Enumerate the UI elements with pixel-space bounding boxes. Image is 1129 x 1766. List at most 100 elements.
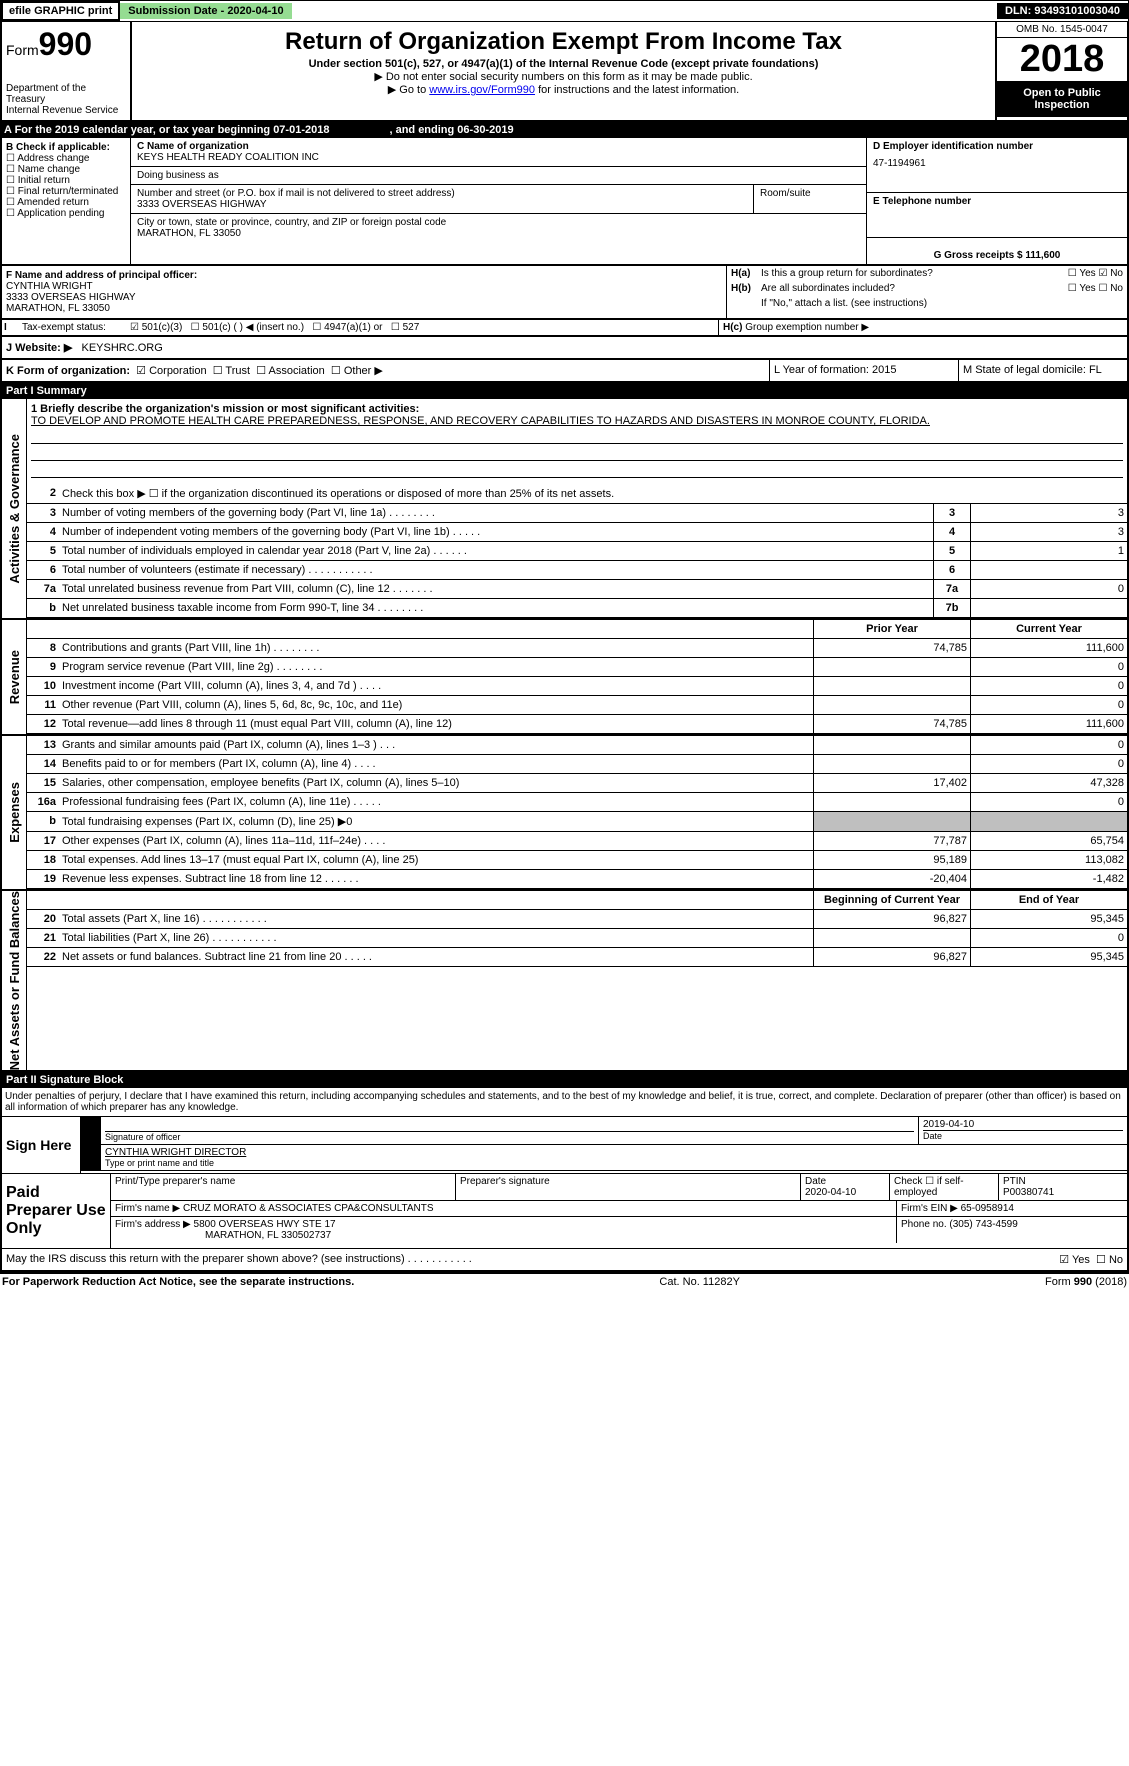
check-amended[interactable]: Amended return [6,197,89,208]
website-value: KEYSHRC.ORG [82,342,163,354]
officer-name: CYNTHIA WRIGHT [6,281,93,292]
fin-line: 14Benefits paid to or for members (Part … [27,755,1127,774]
dept-irs: Internal Revenue Service [6,105,126,116]
fin-line: 8Contributions and grants (Part VIII, li… [27,639,1127,658]
fin-line: bTotal fundraising expenses (Part IX, co… [27,812,1127,832]
tab-netassets: Net Assets or Fund Balances [7,891,22,1070]
efile-label: efile GRAPHIC print [1,1,120,21]
dept-treasury: Department of the Treasury [6,83,126,105]
form-subtitle: Under section 501(c), 527, or 4947(a)(1)… [136,58,991,70]
sig-name-label: Type or print name and title [105,1158,1123,1168]
sig-date: 2019-04-10 [923,1119,1123,1130]
part1-header: Part I Summary [0,383,1129,399]
fin-line: 11Other revenue (Part VIII, column (A), … [27,696,1127,715]
org-name-label: C Name of organization [137,141,860,152]
current-year-header: Current Year [970,620,1127,638]
paid-preparer-label: Paid Preparer Use Only [2,1174,111,1248]
fin-line: 17Other expenses (Part IX, column (A), l… [27,832,1127,851]
street-label: Number and street (or P.O. box if mail i… [137,188,747,199]
dln-number: DLN: 93493101003040 [997,3,1128,19]
prep-date: 2020-04-10 [805,1187,885,1198]
tab-revenue: Revenue [7,650,22,704]
firm-phone: (305) 743-4599 [949,1219,1017,1230]
discuss-no[interactable]: No [1096,1253,1123,1266]
gov-line: bNet unrelated business taxable income f… [27,599,1127,618]
officer-addr1: 3333 OVERSEAS HIGHWAY [6,292,136,303]
perjury-text: Under penalties of perjury, I declare th… [2,1088,1127,1116]
prep-check[interactable]: Check ☐ if self-employed [890,1174,999,1200]
room-label: Room/suite [754,185,866,213]
opt-trust[interactable]: Trust [213,365,250,377]
form-org-label: K Form of organization: [6,365,130,377]
sig-date-label: Date [923,1130,1123,1141]
sig-name: CYNTHIA WRIGHT DIRECTOR [105,1147,1123,1158]
check-name[interactable]: Name change [6,164,80,175]
form-number: Form990 [6,26,126,63]
city-label: City or town, state or province, country… [137,217,860,228]
officer-addr2: MARATHON, FL 33050 [6,303,110,314]
gov-line: 3Number of voting members of the governi… [27,504,1127,523]
prep-sig-label: Preparer's signature [456,1174,801,1200]
opt-501c3[interactable]: 501(c)(3) [130,322,182,333]
hb-note: If "No," attach a list. (see instruction… [727,296,1127,311]
year-formation: L Year of formation: 2015 [769,360,958,381]
omb-number: OMB No. 1545-0047 [997,22,1127,38]
dba-label: Doing business as [137,170,860,181]
ha-yes[interactable]: Yes [1068,268,1096,279]
top-bar: efile GRAPHIC print Submission Date - 20… [0,0,1129,22]
mission-text: TO DEVELOP AND PROMOTE HEALTH CARE PREPA… [31,415,930,427]
begin-year-header: Beginning of Current Year [813,891,970,909]
gov-line: 2Check this box ▶ ☐ if the organization … [27,484,1127,504]
gov-line: 5Total number of individuals employed in… [27,542,1127,561]
opt-4947[interactable]: 4947(a)(1) or [312,322,382,333]
opt-other[interactable]: Other ▶ [331,365,383,377]
fin-line: 15Salaries, other compensation, employee… [27,774,1127,793]
website-label: J Website: ▶ [6,342,72,354]
prep-name-label: Print/Type preparer's name [111,1174,456,1200]
opt-527[interactable]: 527 [391,322,419,333]
fin-line: 10Investment income (Part VIII, column (… [27,677,1127,696]
city-value: MARATHON, FL 33050 [137,228,860,239]
fin-line: 12Total revenue—add lines 8 through 11 (… [27,715,1127,734]
opt-501c[interactable]: 501(c) ( ) ◀ (insert no.) [191,322,304,333]
hb-yes[interactable]: Yes [1068,283,1096,294]
gross-receipts: G Gross receipts $ 111,600 [867,238,1127,264]
footer-center: Cat. No. 11282Y [659,1276,740,1288]
check-pending[interactable]: Application pending [6,208,105,219]
end-year-header: End of Year [970,891,1127,909]
officer-row: F Name and address of principal officer:… [0,266,1129,320]
ha-no[interactable]: No [1098,268,1123,279]
check-initial[interactable]: Initial return [6,175,70,186]
firm-city: MARATHON, FL 330502737 [205,1230,331,1241]
submission-date: Submission Date - 2020-04-10 [120,3,291,19]
gov-line: 7aTotal unrelated business revenue from … [27,580,1127,599]
opt-corp[interactable]: Corporation [136,365,206,377]
ein-value: 47-1194961 [873,158,1121,169]
gov-line: 6Total number of volunteers (estimate if… [27,561,1127,580]
discuss-text: May the IRS discuss this return with the… [6,1253,1059,1266]
fin-line: 13Grants and similar amounts paid (Part … [27,736,1127,755]
ssn-note: ▶ Do not enter social security numbers o… [136,70,991,83]
fin-line: 22Net assets or fund balances. Subtract … [27,948,1127,967]
period-row: A For the 2019 calendar year, or tax yea… [0,122,1129,138]
prep-ptin: P00380741 [1003,1187,1123,1198]
fin-line: 16aProfessional fundraising fees (Part I… [27,793,1127,812]
ein-label: D Employer identification number [873,141,1121,152]
irs-link[interactable]: www.irs.gov/Form990 [429,84,535,96]
check-final[interactable]: Final return/terminated [6,186,118,197]
fin-line: 21Total liabilities (Part X, line 26) . … [27,929,1127,948]
footer-left: For Paperwork Reduction Act Notice, see … [2,1276,354,1288]
phone-label: E Telephone number [873,196,1121,207]
firm-ein: 65-0958914 [961,1203,1014,1214]
part2-header: Part II Signature Block [0,1072,1129,1088]
fin-line: 19Revenue less expenses. Subtract line 1… [27,870,1127,889]
form-title: Return of Organization Exempt From Incom… [136,28,991,56]
opt-assoc[interactable]: Association [256,365,325,377]
tax-status-label: Tax-exempt status: [18,320,126,335]
sign-here: Sign Here [2,1117,81,1173]
hb-no[interactable]: No [1098,283,1123,294]
website-note: ▶ Go to www.irs.gov/Form990 for instruct… [136,83,991,96]
discuss-yes[interactable]: Yes [1059,1253,1090,1266]
check-address[interactable]: Address change [6,153,89,164]
org-name: KEYS HEALTH READY COALITION INC [137,152,860,163]
